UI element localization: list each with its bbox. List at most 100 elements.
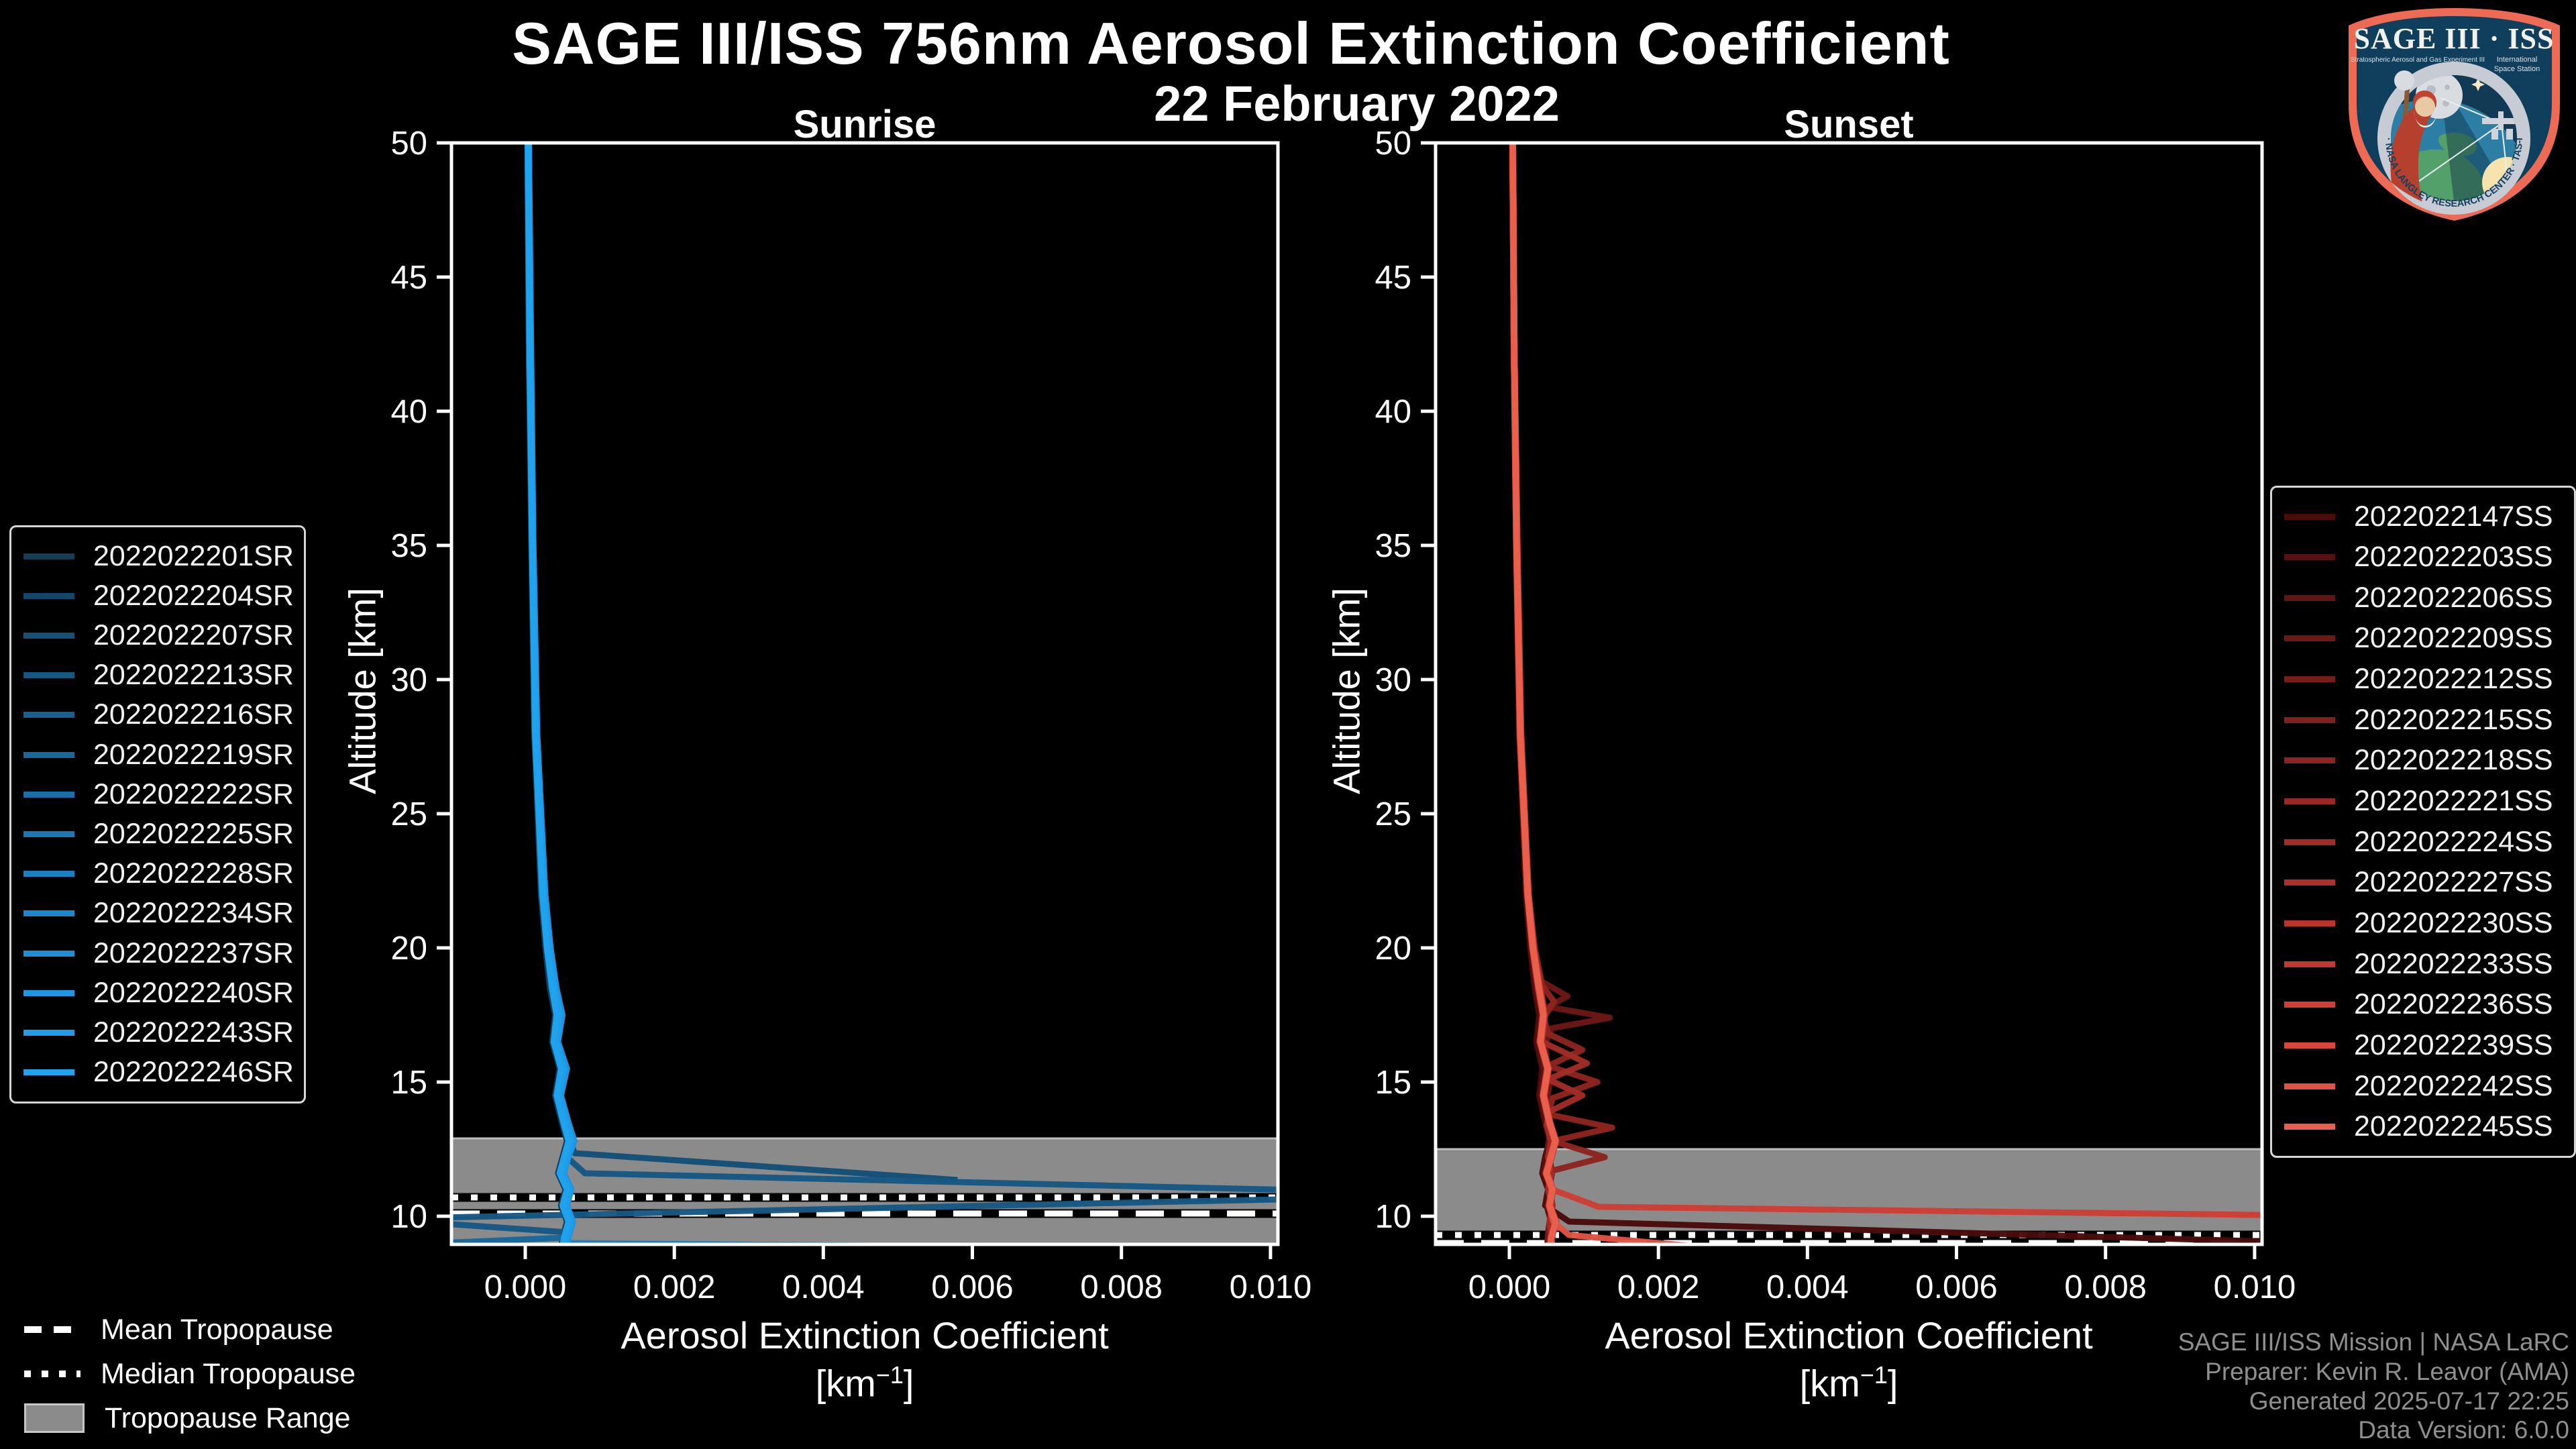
sunrise-y-axis-label: Altitude [km]: [341, 587, 384, 795]
legend-event-id: 2022022245SS: [2354, 1110, 2553, 1143]
legend-line-swatch: [23, 791, 74, 798]
legend-line-swatch: [23, 831, 74, 838]
x-tick-label: 0.010: [2214, 1269, 2296, 1305]
credit-line: Preparer: Kevin R. Leavor (AMA): [2205, 1358, 2569, 1386]
legend-item: 2022022246SR: [23, 1053, 294, 1092]
y-tick-label: 10: [1375, 1199, 1411, 1235]
profile-line: [525, 143, 958, 1183]
legend-line-swatch: [23, 910, 74, 917]
legend-event-id: 2022022239SS: [2354, 1029, 2553, 1062]
profile-line: [525, 143, 572, 1244]
legend-event-id: 2022022147SS: [2354, 500, 2553, 533]
legend-line-swatch: [23, 871, 74, 877]
legend-item: 2022022207SR: [23, 616, 294, 655]
y-tick-label: 15: [1375, 1065, 1411, 1101]
sunset-legend: 2022022147SS 2022022203SS 2022022206SS 2022…: [2270, 486, 2576, 1158]
x-tick-label: 0.000: [484, 1269, 567, 1305]
y-tick-label: 35: [1375, 528, 1411, 564]
credits-text: SAGE III/ISS Mission | NASA LaRC Preparer…: [2178, 1328, 2569, 1445]
y-tick-label: 20: [390, 930, 427, 967]
legend-item: 2022022221SS: [2284, 782, 2562, 821]
legend-line-swatch: [2284, 1042, 2335, 1049]
legend-event-id: 2022022243SR: [93, 1016, 294, 1049]
legend-item: 2022022209SS: [2284, 619, 2562, 658]
legend-event-id: 2022022240SR: [93, 976, 294, 1009]
legend-item: 2022022236SS: [2284, 985, 2562, 1024]
legend-line-swatch: [23, 632, 74, 639]
tropopause-legend-item: Median Tropopause: [24, 1356, 356, 1391]
legend-event-id: 2022022215SS: [2354, 703, 2553, 736]
x-tick-label: 0.000: [1468, 1269, 1551, 1305]
legend-line-swatch: [2284, 1124, 2335, 1130]
legend-item: 2022022240SR: [23, 973, 294, 1012]
plot-frame: [449, 141, 1280, 1246]
sunrise-panel-title: Sunrise: [793, 103, 936, 146]
legend-event-id: 2022022204SR: [93, 579, 294, 612]
legend-item: 2022022147SS: [2284, 497, 2562, 536]
legend-item: 2022022245SS: [2284, 1108, 2562, 1146]
mission-logo: SAGE III · ISS Stratospheric Aerosol and…: [2339, 5, 2560, 221]
legend-item: 2022022203SS: [2284, 538, 2562, 577]
legend-item: 2022022215SS: [2284, 700, 2562, 739]
mean-tropopause-swatch: [24, 1326, 80, 1333]
legend-line-swatch: [23, 950, 74, 957]
profile-line: [1509, 143, 2262, 1218]
sunset-x-axis-label: Aerosol Extinction Coefficient [km−1]: [1605, 1314, 2093, 1405]
credit-line: SAGE III/ISS Mission | NASA LaRC: [2178, 1328, 2569, 1356]
legend-line-swatch: [2284, 1002, 2335, 1008]
sunset-y-axis-label: Altitude [km]: [1325, 587, 1368, 795]
x-tick-label: 0.004: [782, 1269, 865, 1305]
legend-item: 2022022228SR: [23, 855, 294, 894]
legend-line-swatch: [2284, 798, 2335, 805]
legend-line-swatch: [2284, 961, 2335, 967]
range-tropopause-swatch: [24, 1403, 85, 1433]
legend-line-swatch: [2284, 513, 2335, 520]
legend-line-swatch: [23, 1030, 74, 1036]
legend-event-id: 2022022206SS: [2354, 581, 2553, 614]
x-tick-label: 0.004: [1766, 1269, 1849, 1305]
legend-event-id: 2022022230SS: [2354, 907, 2553, 940]
y-tick-label: 25: [390, 796, 427, 833]
legend-item: 2022022213SR: [23, 656, 294, 695]
x-tick-label: 0.006: [931, 1269, 1014, 1305]
legend-event-id: 2022022218SS: [2354, 744, 2553, 777]
legend-item: 2022022233SS: [2284, 945, 2562, 983]
legend-event-id: 2022022219SR: [93, 738, 294, 771]
profile-line: [525, 143, 1063, 1244]
profile-line: [1509, 143, 2262, 1244]
legend-event-id: 2022022222SR: [93, 777, 294, 810]
x-tick-label: 0.010: [1230, 1269, 1312, 1305]
x-tick-label: 0.008: [1080, 1269, 1163, 1305]
y-tick-label: 35: [390, 528, 427, 564]
legend-item: 2022022206SS: [2284, 578, 2562, 617]
legend-item: 2022022201SR: [23, 537, 294, 576]
legend-event-id: 2022022212SS: [2354, 663, 2553, 696]
legend-item: 2022022243SR: [23, 1014, 294, 1053]
legend-line-swatch: [2284, 757, 2335, 764]
legend-item: 2022022212SS: [2284, 660, 2562, 699]
legend-item: 2022022237SR: [23, 934, 294, 973]
y-tick-label: 40: [1375, 394, 1411, 430]
legend-event-id: 2022022209SS: [2354, 622, 2553, 655]
y-tick-label: 20: [1375, 930, 1411, 967]
legend-line-swatch: [23, 592, 74, 599]
legend-item: 2022022227SS: [2284, 863, 2562, 902]
legend-item: 2022022230SS: [2284, 904, 2562, 943]
y-tick-label: 45: [1375, 260, 1411, 296]
legend-item: 2022022218SS: [2284, 741, 2562, 780]
tropopause-legend-item: Mean Tropopause: [24, 1312, 356, 1347]
tropopause-legend: Mean Tropopause Median Tropopause Tropopau…: [24, 1312, 356, 1436]
profile-line: [451, 143, 572, 1244]
date-subtitle: 22 February 2022: [1154, 76, 1560, 131]
x-tick-label: 0.002: [633, 1269, 716, 1305]
y-tick-label: 15: [390, 1065, 427, 1101]
legend-line-swatch: [23, 672, 74, 679]
legend-item: 2022022239SS: [2284, 1026, 2562, 1065]
legend-item: 2022022242SS: [2284, 1067, 2562, 1106]
tropopause-legend-item: Tropopause Range: [24, 1401, 356, 1436]
page-title: SAGE III/ISS 756nm Aerosol Extinction Co…: [512, 10, 1950, 76]
legend-event-id: 2022022225SR: [93, 818, 294, 851]
logo-sub1: Stratospheric Aerosol and Gas Experiment…: [2351, 56, 2485, 64]
legend-event-id: 2022022221SS: [2354, 785, 2553, 818]
profile-line: [1510, 143, 1559, 1244]
